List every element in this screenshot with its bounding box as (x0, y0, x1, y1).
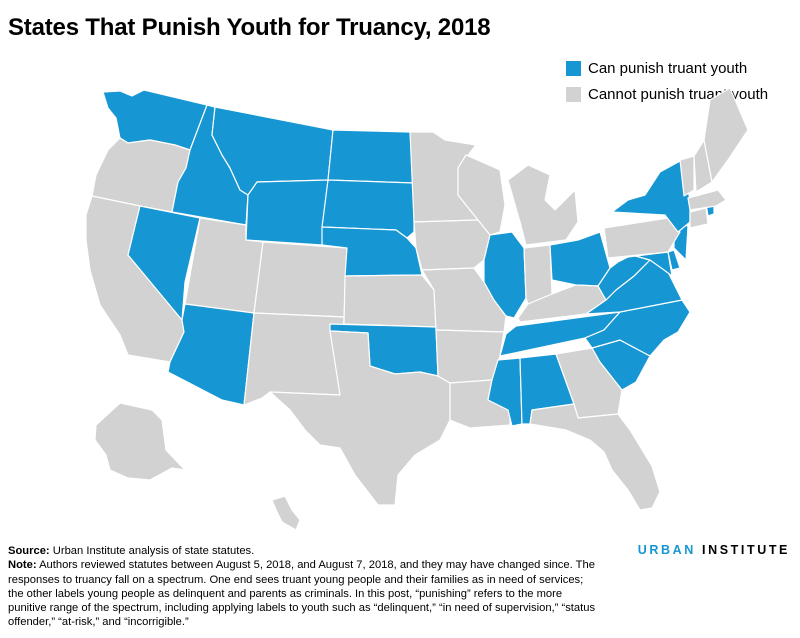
state-kansas (343, 274, 437, 328)
state-florida (529, 403, 661, 511)
state-nevada (127, 205, 201, 321)
source-line: Source: Urban Institute analysis of stat… (8, 544, 596, 558)
state-alaska (94, 402, 186, 481)
legend-swatch-punish (566, 60, 581, 76)
state-pennsylvania (603, 217, 681, 259)
state-north-carolina (584, 299, 691, 357)
state-vermont (679, 155, 695, 197)
state-illinois (483, 231, 527, 319)
legend-swatch-no-punish (566, 86, 581, 102)
state-wyoming (245, 179, 329, 246)
source-label: Source: (8, 545, 50, 557)
legend-label-punish: Can punish truant youth (588, 59, 748, 77)
state-connecticut (689, 207, 709, 229)
state-michigan (507, 164, 579, 246)
brand-urban: URBAN (637, 543, 696, 557)
footer-notes: Source: Urban Institute analysis of stat… (8, 544, 596, 630)
urban-institute-logo: URBAN INSTITUTE (638, 543, 790, 557)
state-wisconsin (457, 154, 506, 236)
note-text: Authors reviewed statutes between August… (8, 559, 596, 629)
state-texas (269, 330, 451, 506)
state-maine (703, 87, 749, 183)
note-label: Note: (8, 559, 37, 572)
brand-institute: INSTITUTE (702, 543, 790, 557)
state-north-dakota (327, 129, 415, 184)
state-new-mexico (243, 312, 345, 406)
source-text: Urban Institute analysis of state statut… (52, 545, 255, 557)
note-line: Note: Authors reviewed statutes between … (8, 558, 596, 629)
state-colorado (253, 241, 348, 318)
state-hawaii (271, 495, 301, 531)
legend-item-punish: Can punish truant youth (566, 55, 768, 81)
state-massachusetts (687, 189, 727, 211)
state-iowa (413, 219, 491, 271)
map-title: States That Punish Youth for Truancy, 20… (8, 14, 491, 41)
state-delaware (667, 249, 681, 271)
